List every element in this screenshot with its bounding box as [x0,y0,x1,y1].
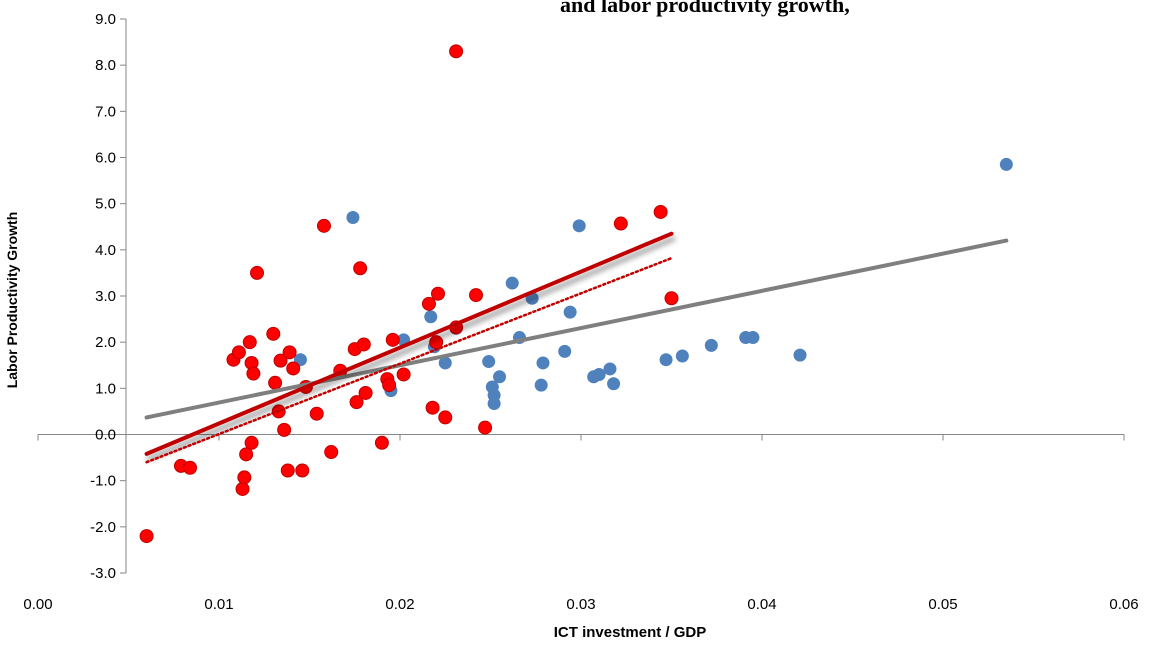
data-point-blue [704,338,718,352]
data-point-blue [505,276,519,290]
trendline-dotted [145,256,673,464]
data-point-red [324,445,339,460]
data-point-red [385,332,400,347]
data-point-red [374,435,389,450]
y-tick-label: 1.0 [95,380,116,397]
data-point-blue [346,211,360,225]
trendline [144,238,1009,420]
data-point-red [425,400,440,415]
data-point-red [282,345,297,360]
data-point-red [438,410,453,425]
data-point-blue [487,397,501,411]
y-tick-label: 9.0 [95,11,116,28]
data-point-red [396,367,411,382]
data-point-blue [793,348,807,362]
y-tick-label: -1.0 [90,473,116,490]
chart-title: and labor productivity growth, [560,0,850,17]
y-tick-label: 0.0 [95,427,116,444]
data-point-blue [482,355,496,369]
data-point-red [421,296,436,311]
y-tick-label: -2.0 [90,519,116,536]
data-point-blue [536,356,550,370]
y-tick-label: 4.0 [95,242,116,259]
data-point-red [239,447,254,462]
data-point-blue [746,331,760,345]
data-point-red [478,420,493,435]
data-point-blue [572,219,586,233]
data-point-blue [659,353,673,367]
data-point-red [316,218,331,233]
y-tick-label: 5.0 [95,196,116,213]
x-tick-label: 0.02 [385,596,414,613]
data-point-blue [999,157,1013,171]
y-tick-label: 6.0 [95,150,116,167]
trendline [144,231,674,456]
data-point-red [277,422,292,437]
y-axis-title: Labor Productivity Growth [4,211,20,389]
data-point-red [268,375,283,390]
data-point-blue [438,356,452,370]
data-point-red [139,529,154,544]
x-tick-label: 0.05 [928,596,957,613]
data-point-red [280,463,295,478]
data-point-red [244,435,259,450]
data-point-red [183,460,198,475]
data-point-red [237,470,252,485]
y-tick-label: 8.0 [95,57,116,74]
data-point-blue [558,344,572,358]
x-tick-label: 0.04 [747,596,776,613]
data-point-blue [493,370,507,384]
y-tick-label: 2.0 [95,334,116,351]
data-point-blue [603,362,617,376]
x-tick-label: 0.03 [566,596,595,613]
data-point-red [235,481,250,496]
data-point-red [353,261,368,276]
x-tick-label: 0.01 [204,596,233,613]
data-point-red [349,395,364,410]
data-point-blue [563,305,577,319]
data-point-red [242,335,257,350]
data-point-red [431,286,446,301]
data-point-red [273,353,288,368]
data-point-blue [424,310,438,324]
y-tick-label: 3.0 [95,288,116,305]
data-point-red [266,326,281,341]
data-point-blue [592,367,606,381]
data-point-red [286,361,301,376]
data-point-red [382,378,397,393]
data-point-red [250,265,265,280]
data-point-blue [534,378,548,392]
data-point-red [449,44,464,59]
data-point-red [295,463,310,478]
data-point-red [653,204,668,219]
y-tick-label: 7.0 [95,103,116,120]
x-tick-label: 0.00 [23,596,52,613]
x-tick-label: 0.06 [1109,596,1138,613]
x-axis-title: ICT investment / GDP [553,624,707,641]
data-point-red [246,366,261,381]
data-point-red [358,385,373,400]
data-point-red [231,345,246,360]
data-point-red [356,337,371,352]
data-point-blue [675,349,689,363]
data-point-red [469,288,484,303]
y-tick-label: -3.0 [90,565,116,582]
data-point-red [664,291,679,306]
data-point-red [309,406,324,421]
data-point-blue [607,377,621,391]
data-point-red [613,216,628,231]
